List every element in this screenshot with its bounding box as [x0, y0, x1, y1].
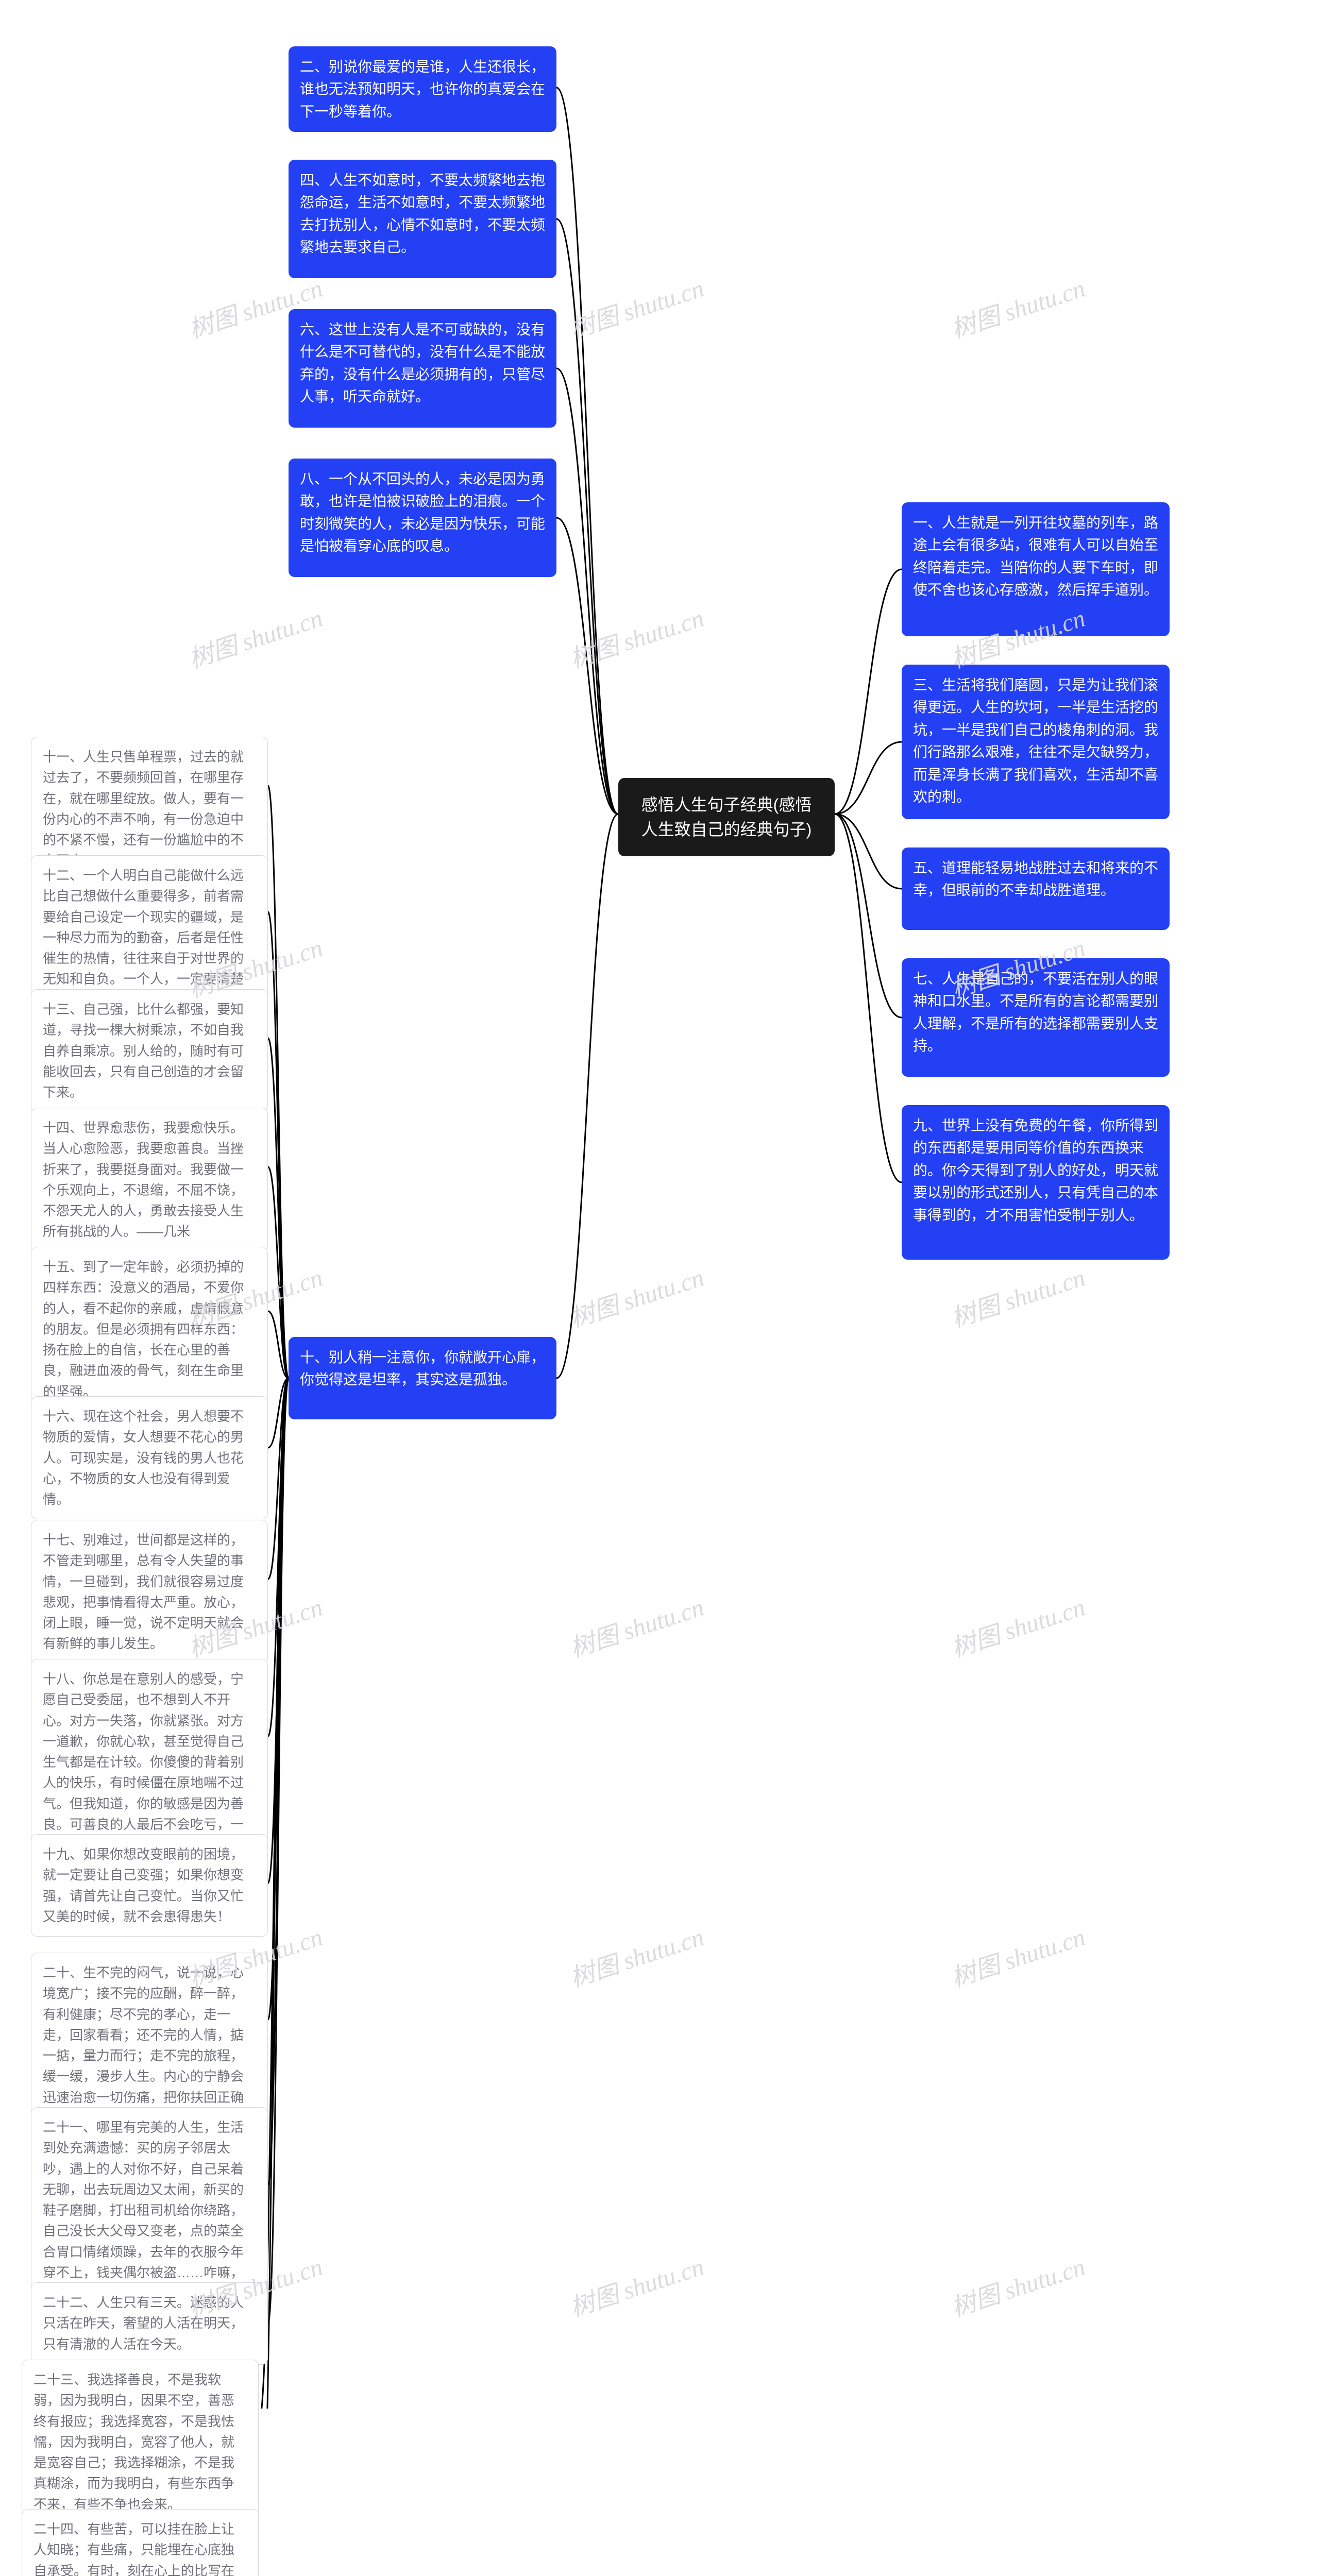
watermark: 树图 shutu.cn: [565, 268, 708, 345]
edge: [835, 569, 902, 814]
left-mid-node: 十、别人稍一注意你，你就敞开心扉，你觉得这是坦率，其实这是孤独。: [289, 1337, 556, 1419]
edge: [268, 1378, 289, 2324]
watermark: 树图 shutu.cn: [946, 268, 1089, 345]
edge: [268, 1378, 289, 1736]
grey-child-node: 十七、别难过，世间都是这样的，不管走到哪里，总有令人失望的事情，一旦碰到，我们就…: [31, 1520, 268, 1664]
edge: [835, 742, 902, 814]
grey-child-node: 十四、世界愈悲伤，我要愈快乐。当人心愈险恶，我要愈善良。当挫折来了，我要挺身面对…: [31, 1108, 268, 1252]
edge: [835, 814, 902, 889]
edge: [268, 786, 289, 1378]
left-node: 二、别说你最爱的是谁，人生还很长，谁也无法预知明天，也许你的真爱会在下一秒等着你…: [289, 46, 556, 132]
grey-child-node: 二十二、人生只有三天。迷惑的人只活在昨天，奢望的人活在明天，只有清澈的人活在今天…: [31, 2282, 268, 2365]
watermark: 树图 shutu.cn: [565, 1587, 708, 1664]
right-node: 五、道理能轻易地战胜过去和将来的不幸，但眼前的不幸却战胜道理。: [902, 848, 1170, 930]
edge: [268, 1378, 289, 1448]
grey-child-node: 十五、到了一定年龄，必须扔掉的四样东西：没意义的酒局，不爱你的人，看不起你的亲戚…: [31, 1247, 268, 1412]
left-node: 六、这世上没有人是不可或缺的，没有什么是不可替代的，没有什么是不能放弃的，没有什…: [289, 309, 556, 428]
grey-child-node: 十三、自己强，比什么都强，要知道，寻找一棵大树乘凉，不如自我自养自乘凉。别人给的…: [31, 989, 268, 1112]
center-node: 感悟人生句子经典(感悟人生致自己的经典句子): [618, 778, 835, 856]
edge: [268, 1378, 289, 2184]
edge: [835, 814, 902, 1018]
right-node: 三、生活将我们磨圆，只是为让我们滚得更远。人生的坎坷，一半是生活挖的坑，一半是我…: [902, 665, 1170, 819]
watermark: 树图 shutu.cn: [183, 598, 327, 675]
edge: [556, 814, 618, 1378]
edge: [556, 219, 618, 814]
edge: [268, 1311, 289, 1378]
left-node: 四、人生不如意时，不要太频繁地去抱怨命运，生活不如意时，不要太频繁地去打扰别人，…: [289, 160, 556, 278]
edge: [556, 518, 618, 814]
watermark: 树图 shutu.cn: [946, 1917, 1089, 1994]
left-node: 八、一个从不回头的人，未必是因为勇敢，也许是怕被识破脸上的泪痕。一个时刻微笑的人…: [289, 459, 556, 577]
right-node: 九、世界上没有免费的午餐，你所得到的东西都是要用同等价值的东西换来的。你今天得到…: [902, 1105, 1170, 1260]
watermark: 树图 shutu.cn: [946, 1257, 1089, 1334]
edge: [268, 1038, 289, 1378]
grey-child-node: 十六、现在这个社会，男人想要不物质的爱情，女人想要不花心的男人。可现实是，没有钱…: [31, 1396, 268, 1519]
grey-child-node: 二十四、有些苦，可以挂在脸上让人知晓；有些痛，只能埋在心底独自承受。有时，刻在心…: [22, 2509, 259, 2576]
grey-child-node: 二十三、我选择善良，不是我软弱，因为我明白，因果不空，善恶终有报应；我选择宽容，…: [22, 2360, 259, 2524]
watermark: 树图 shutu.cn: [946, 2246, 1089, 2324]
right-node: 一、人生就是一列开往坟墓的列车，路途上会有很多站，很难有人可以自始至终陪着走完。…: [902, 502, 1170, 636]
edge: [835, 814, 902, 1182]
watermark: 树图 shutu.cn: [565, 1257, 708, 1334]
edge: [268, 1378, 289, 1579]
edge: [268, 912, 289, 1378]
edge: [556, 368, 618, 814]
edge: [268, 1378, 289, 1883]
edge: [268, 1167, 289, 1378]
right-node: 七、人生是自己的，不要活在别人的眼神和口水里。不是所有的言论都需要别人理解，不是…: [902, 958, 1170, 1077]
grey-child-node: 十九、如果你想改变眼前的困境，就一定要让自己变强；如果你想变强，请首先让自己变忙…: [31, 1834, 268, 1937]
edge: [556, 88, 618, 814]
watermark: 树图 shutu.cn: [565, 598, 708, 675]
watermark: 树图 shutu.cn: [946, 1587, 1089, 1664]
edge: [268, 1378, 289, 2020]
watermark: 树图 shutu.cn: [565, 2246, 708, 2324]
watermark: 树图 shutu.cn: [565, 1917, 708, 1994]
